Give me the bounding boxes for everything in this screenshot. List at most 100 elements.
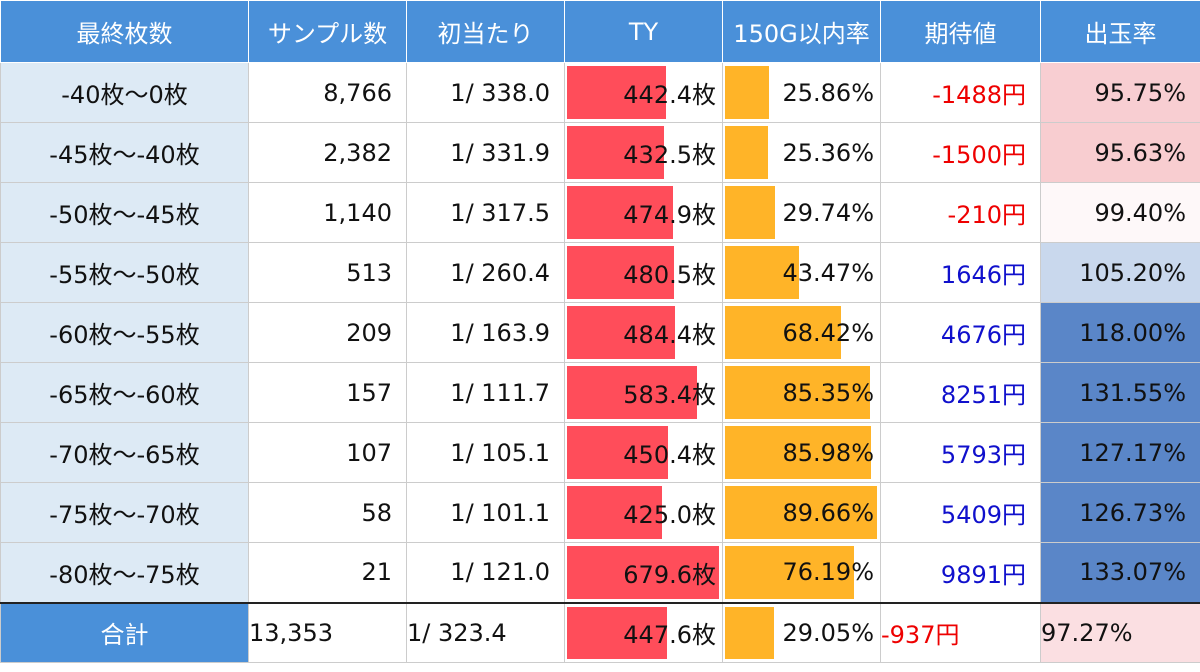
column-header: TY — [564, 0, 723, 63]
ty-cell: 447.6枚 — [564, 601, 723, 663]
ty-value: 679.6枚 — [623, 560, 716, 589]
rate150-value: 25.36% — [782, 138, 874, 167]
expected-value-cell: 5793円 — [880, 422, 1041, 483]
ty-value: 442.4枚 — [623, 81, 716, 109]
ty-cell: 442.4枚 — [564, 62, 723, 123]
expected-value-cell: 1646円 — [880, 242, 1041, 303]
column-header: 150G以内率 — [722, 0, 881, 63]
ty-cell: 432.5枚 — [564, 122, 723, 183]
ty-bar — [567, 186, 674, 239]
ty-cell: 583.4枚 — [564, 362, 723, 423]
rate150-cell: 43.47% — [722, 242, 881, 303]
ty-bar — [567, 546, 719, 599]
payout-cell: 95.63% — [1040, 122, 1200, 183]
table-row: -50枚～-45枚 1,140 1/ 317.5 474.9枚 29.74% -210円 9… — [0, 182, 1200, 243]
sample-count-cell: 8,766 — [248, 62, 407, 123]
rate150-bar — [725, 126, 768, 179]
first-hit-cell: 1/ 111.7 — [406, 362, 565, 423]
first-hit-cell: 1/ 317.5 — [406, 182, 565, 243]
sample-count-cell: 157 — [248, 362, 407, 423]
ty-cell: 480.5枚 — [564, 242, 723, 303]
rate150-value: 89.66% — [782, 498, 874, 527]
table-body: -40枚～0枚 8,766 1/ 338.0 442.4枚 25.86% -1488円 95… — [0, 62, 1200, 603]
total-row: 合計 13,353 1/ 323.4 447.6枚 29.05% -937円 97.27% — [0, 601, 1200, 663]
expected-value-cell: -1488円 — [880, 62, 1041, 123]
column-header: サンプル数 — [248, 0, 407, 63]
ty-bar — [567, 126, 664, 179]
rate150-bar — [725, 66, 769, 119]
row-label: -60枚～-55枚 — [0, 302, 249, 363]
rate150-bar — [725, 246, 799, 299]
column-header: 期待値 — [880, 0, 1041, 63]
column-header: 最終枚数 — [0, 0, 249, 63]
rate150-cell: 85.98% — [722, 422, 881, 483]
rate150-cell: 25.86% — [722, 62, 881, 123]
ty-cell: 425.0枚 — [564, 482, 723, 543]
rate150-bar — [725, 606, 775, 659]
ty-value: 447.6枚 — [623, 621, 716, 650]
expected-value-cell: -210円 — [880, 182, 1041, 243]
ty-value: 425.0枚 — [623, 501, 716, 529]
rate150-bar — [725, 306, 841, 359]
row-label: -50枚～-45枚 — [0, 182, 249, 243]
payout-cell: 118.00% — [1040, 302, 1200, 363]
ty-bar — [567, 66, 666, 119]
rate150-cell: 29.05% — [722, 601, 881, 663]
ty-cell: 484.4枚 — [564, 302, 723, 363]
rate150-value: 29.74% — [782, 198, 874, 227]
rate150-value: 76.19% — [782, 558, 874, 587]
ty-bar — [567, 306, 676, 359]
ty-bar — [567, 246, 675, 299]
payout-cell: 133.07% — [1040, 542, 1200, 603]
rate150-cell: 76.19% — [722, 542, 881, 603]
rate150-bar — [725, 546, 855, 599]
ty-bar — [567, 486, 663, 539]
ty-value: 432.5枚 — [623, 141, 716, 169]
expected-value-cell: 9891円 — [880, 542, 1041, 603]
payout-cell: 95.75% — [1040, 62, 1200, 123]
table-row: -55枚～-50枚 513 1/ 260.4 480.5枚 43.47% 1646円 105… — [0, 242, 1200, 303]
payout-cell: 97.27% — [1040, 601, 1200, 663]
row-label: -40枚～0枚 — [0, 62, 249, 123]
row-label: -80枚～-75枚 — [0, 542, 249, 603]
payout-cell: 99.40% — [1040, 182, 1200, 243]
sample-count-cell: 1,140 — [248, 182, 407, 243]
table-row: -80枚～-75枚 21 1/ 121.0 679.6枚 76.19% 9891円 133.… — [0, 542, 1200, 603]
ty-bar — [567, 426, 668, 479]
table-row: -75枚～-70枚 58 1/ 101.1 425.0枚 89.66% 5409円 126.… — [0, 482, 1200, 543]
first-hit-cell: 1/ 338.0 — [406, 62, 565, 123]
ty-value: 583.4枚 — [623, 381, 716, 409]
ty-bar — [567, 366, 698, 419]
ty-cell: 474.9枚 — [564, 182, 723, 243]
table-footer: 合計 13,353 1/ 323.4 447.6枚 29.05% -937円 97.27% — [0, 601, 1200, 663]
expected-value-cell: 5409円 — [880, 482, 1041, 543]
table-row: -40枚～0枚 8,766 1/ 338.0 442.4枚 25.86% -1488円 95… — [0, 62, 1200, 123]
rate150-cell: 68.42% — [722, 302, 881, 363]
rate150-value: 25.86% — [782, 78, 874, 107]
table-row: -45枚～-40枚 2,382 1/ 331.9 432.5枚 25.36% -1500円… — [0, 122, 1200, 183]
ty-cell: 679.6枚 — [564, 542, 723, 603]
first-hit-cell: 1/ 323.4 — [406, 601, 565, 663]
rate150-bar — [725, 426, 871, 479]
row-label: -70枚～-65枚 — [0, 422, 249, 483]
rate150-value: 85.98% — [782, 438, 874, 467]
table-row: -70枚～-65枚 107 1/ 105.1 450.4枚 85.98% 5793円 127… — [0, 422, 1200, 483]
expected-value-cell: -1500円 — [880, 122, 1041, 183]
sample-count-cell: 209 — [248, 302, 407, 363]
first-hit-cell: 1/ 105.1 — [406, 422, 565, 483]
rate150-value: 85.35% — [782, 378, 874, 407]
table-row: -65枚～-60枚 157 1/ 111.7 583.4枚 85.35% 8251円 131… — [0, 362, 1200, 423]
row-label: -75枚～-70枚 — [0, 482, 249, 543]
sample-count-cell: 513 — [248, 242, 407, 303]
rate150-bar — [725, 366, 870, 419]
row-label: -65枚～-60枚 — [0, 362, 249, 423]
rate150-value: 68.42% — [782, 318, 874, 347]
payout-cell: 126.73% — [1040, 482, 1200, 543]
first-hit-cell: 1/ 101.1 — [406, 482, 565, 543]
ty-value: 450.4枚 — [623, 441, 716, 469]
sample-count-cell: 58 — [248, 482, 407, 543]
payout-cell: 131.55% — [1040, 362, 1200, 423]
header-row: 最終枚数 サンプル数 初当たり TY 150G以内率 期待値 出玉率 — [0, 0, 1200, 63]
payout-cell: 127.17% — [1040, 422, 1200, 483]
